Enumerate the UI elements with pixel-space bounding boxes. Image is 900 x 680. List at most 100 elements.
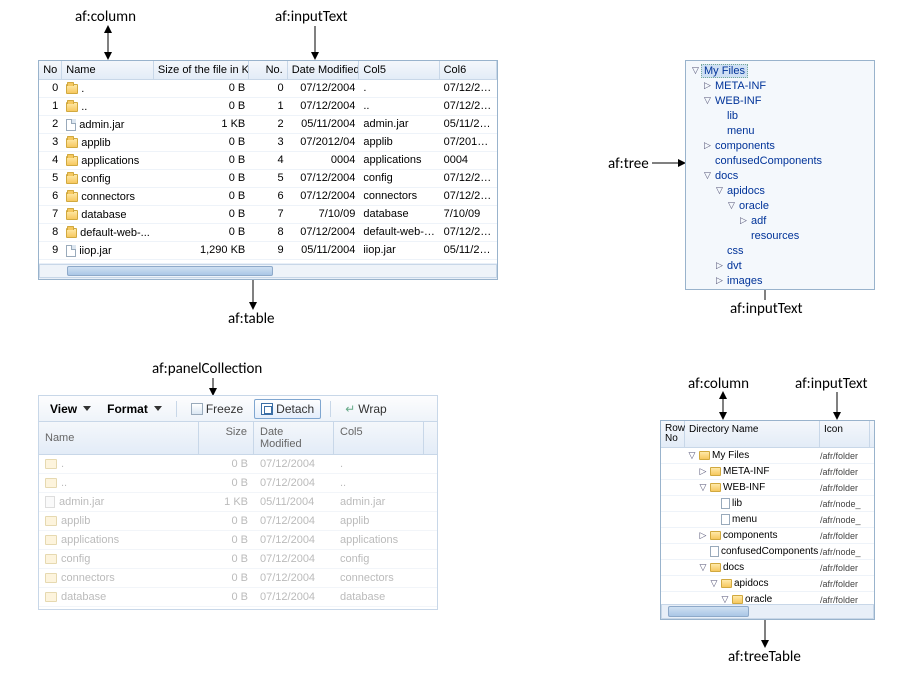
tt-col-icon[interactable]: Icon [820, 421, 870, 447]
tt-row[interactable]: ▽apidocs/afr/folder [661, 576, 874, 592]
disclosure-icon[interactable]: ▽ [726, 200, 737, 211]
pc-row[interactable]: config0 B07/12/2004config [39, 550, 437, 569]
tt-row[interactable]: ▷components/afr/folder [661, 528, 874, 544]
tree-node[interactable]: ▷js_docs_out [688, 288, 872, 290]
disclosure-icon[interactable]: ▷ [714, 260, 725, 271]
cell-size: 0 B [154, 98, 249, 115]
tt-row[interactable]: ▽WEB-INF/afr/folder [661, 480, 874, 496]
disclosure-icon[interactable]: ▽ [720, 594, 730, 604]
tt-body[interactable]: ▽My Files/afr/folder▷META-INF/afr/folder… [661, 448, 874, 604]
table-row[interactable]: 9iiop.jar1,290 KB905/11/2004iiop.jar05/1… [39, 242, 497, 260]
tt-row[interactable]: lib/afr/node_ [661, 496, 874, 512]
table-row[interactable]: 5config0 B507/12/2004config07/12/2004 [39, 170, 497, 188]
tree-node[interactable]: ▷components [688, 138, 872, 153]
pc-col-col5[interactable]: Col5 [334, 422, 424, 454]
table-row[interactable]: 6connectors0 B607/12/2004connectors07/12… [39, 188, 497, 206]
disclosure-icon[interactable]: ▽ [698, 562, 708, 573]
col-col6[interactable]: Col6 [440, 61, 497, 79]
tree-node[interactable]: ▽My Files [688, 63, 872, 78]
folder-icon [66, 102, 78, 112]
disclosure-icon[interactable]: ▽ [698, 482, 708, 493]
tree-node[interactable]: lib [688, 108, 872, 123]
pc-col-date[interactable]: Date Modified [254, 422, 334, 454]
table-hscrollbar[interactable] [39, 263, 497, 279]
af-tree[interactable]: ▽My Files▷META-INF▽WEB-INFlibmenu▷compon… [685, 60, 875, 290]
cell-no: 9 [39, 242, 62, 259]
tt-row[interactable]: ▽My Files/afr/folder [661, 448, 874, 464]
tt-row[interactable]: menu/afr/node_ [661, 512, 874, 528]
view-menu[interactable]: View [45, 400, 96, 418]
tree-node[interactable]: confusedComponents [688, 153, 872, 168]
wrap-button[interactable]: ↵ Wrap [340, 400, 392, 418]
disclosure-icon[interactable]: ▽ [687, 450, 697, 461]
disclosure-icon[interactable]: ▷ [714, 275, 725, 286]
pc-row[interactable]: applications0 B07/12/2004applications [39, 531, 437, 550]
tree-node[interactable]: ▷images [688, 273, 872, 288]
tree-node[interactable]: resources [688, 228, 872, 243]
pc-row[interactable]: admin.jar1 KB05/11/2004admin.jar [39, 493, 437, 512]
col-name[interactable]: Name [62, 61, 154, 79]
pc-row[interactable]: default-web-...0 B07/12/2004default-web-… [39, 607, 437, 609]
col-size[interactable]: Size of the file in Kilo l [154, 61, 249, 79]
tree-node[interactable]: ▽WEB-INF [688, 93, 872, 108]
tree-node[interactable]: menu [688, 123, 872, 138]
disclosure-icon[interactable]: ▽ [709, 578, 719, 589]
col-col5[interactable]: Col5 [359, 61, 439, 79]
tt-col-no[interactable]: Row No [661, 421, 685, 447]
col-no[interactable]: No [39, 61, 62, 79]
table-row[interactable]: 0.0 B007/12/2004.07/12/2004 [39, 80, 497, 98]
tree-node[interactable]: ▷dvt [688, 258, 872, 273]
pc-col-size[interactable]: Size [199, 422, 254, 454]
cell-no2: 6 [249, 188, 287, 205]
pc-row[interactable]: connectors0 B07/12/2004connectors [39, 569, 437, 588]
pc-row[interactable]: .0 B07/12/2004. [39, 455, 437, 474]
disclosure-icon[interactable]: ▽ [702, 170, 713, 181]
tree-node[interactable]: ▷META-INF [688, 78, 872, 93]
af-panelcollection[interactable]: View Format Freeze Detach ↵ Wrap Name Si… [38, 395, 438, 610]
tree-node-label: confusedComponents [713, 155, 824, 167]
disclosure-icon[interactable]: ▷ [702, 140, 713, 151]
tt-row[interactable]: ▷META-INF/afr/folder [661, 464, 874, 480]
tree-node-label: WEB-INF [713, 95, 763, 107]
disclosure-icon[interactable]: ▽ [702, 95, 713, 106]
cell-date: 07/2012/04 [288, 134, 360, 151]
table-row[interactable]: 8default-web-...0 B807/12/2004default-we… [39, 224, 497, 242]
tt-col-dir[interactable]: Directory Name [685, 421, 820, 447]
table-row[interactable]: 3applib0 B307/2012/04applib07/2012/04 [39, 134, 497, 152]
pc-body[interactable]: Name Size Date Modified Col5 .0 B07/12/2… [39, 422, 437, 609]
af-table[interactable]: No Name Size of the file in Kilo l No. D… [38, 60, 498, 280]
tree-node[interactable]: ▷adf [688, 213, 872, 228]
disclosure-icon[interactable]: ▷ [698, 466, 708, 477]
freeze-button[interactable]: Freeze [186, 400, 248, 418]
tt-row[interactable]: confusedComponents/afr/node_ [661, 544, 874, 560]
tt-hscrollbar[interactable] [661, 604, 874, 619]
table-row[interactable]: 7database0 B77/10/09database7/10/09 [39, 206, 497, 224]
cell-col6: 05/11/2004 [440, 116, 497, 133]
pc-col-name[interactable]: Name [39, 422, 199, 454]
format-menu[interactable]: Format [102, 400, 167, 418]
table-row[interactable]: 1..0 B107/12/2004..07/12/2004 [39, 98, 497, 116]
table-body[interactable]: 0.0 B007/12/2004.07/12/20041..0 B107/12/… [39, 80, 497, 263]
tree-node[interactable]: ▽docs [688, 168, 872, 183]
col-no2[interactable]: No. [249, 61, 287, 79]
tree-node[interactable]: css [688, 243, 872, 258]
disclosure-icon[interactable]: ▷ [702, 80, 713, 91]
col-date[interactable]: Date Modified [288, 61, 360, 79]
disclosure-icon[interactable]: ▽ [714, 185, 725, 196]
freeze-icon [191, 403, 203, 415]
table-row[interactable]: 4applications0 B40004applications0004 [39, 152, 497, 170]
pc-row[interactable]: ..0 B07/12/2004.. [39, 474, 437, 493]
disclosure-icon[interactable]: ▷ [738, 215, 749, 226]
tree-node[interactable]: ▽oracle [688, 198, 872, 213]
pc-row[interactable]: database0 B07/12/2004database [39, 588, 437, 607]
pc-row[interactable]: applib0 B07/12/2004applib [39, 512, 437, 531]
table-row[interactable]: 2admin.jar1 KB205/11/2004admin.jar05/11/… [39, 116, 497, 134]
tt-row[interactable]: ▽oracle/afr/folder [661, 592, 874, 604]
tree-node[interactable]: ▽apidocs [688, 183, 872, 198]
cell-col5: admin.jar [359, 116, 439, 133]
af-treetable[interactable]: Row No Directory Name Icon ▽My Files/afr… [660, 420, 875, 620]
tt-row[interactable]: ▽docs/afr/folder [661, 560, 874, 576]
detach-button[interactable]: Detach [254, 399, 321, 419]
disclosure-icon[interactable]: ▷ [698, 530, 708, 541]
disclosure-icon[interactable]: ▽ [690, 65, 701, 76]
